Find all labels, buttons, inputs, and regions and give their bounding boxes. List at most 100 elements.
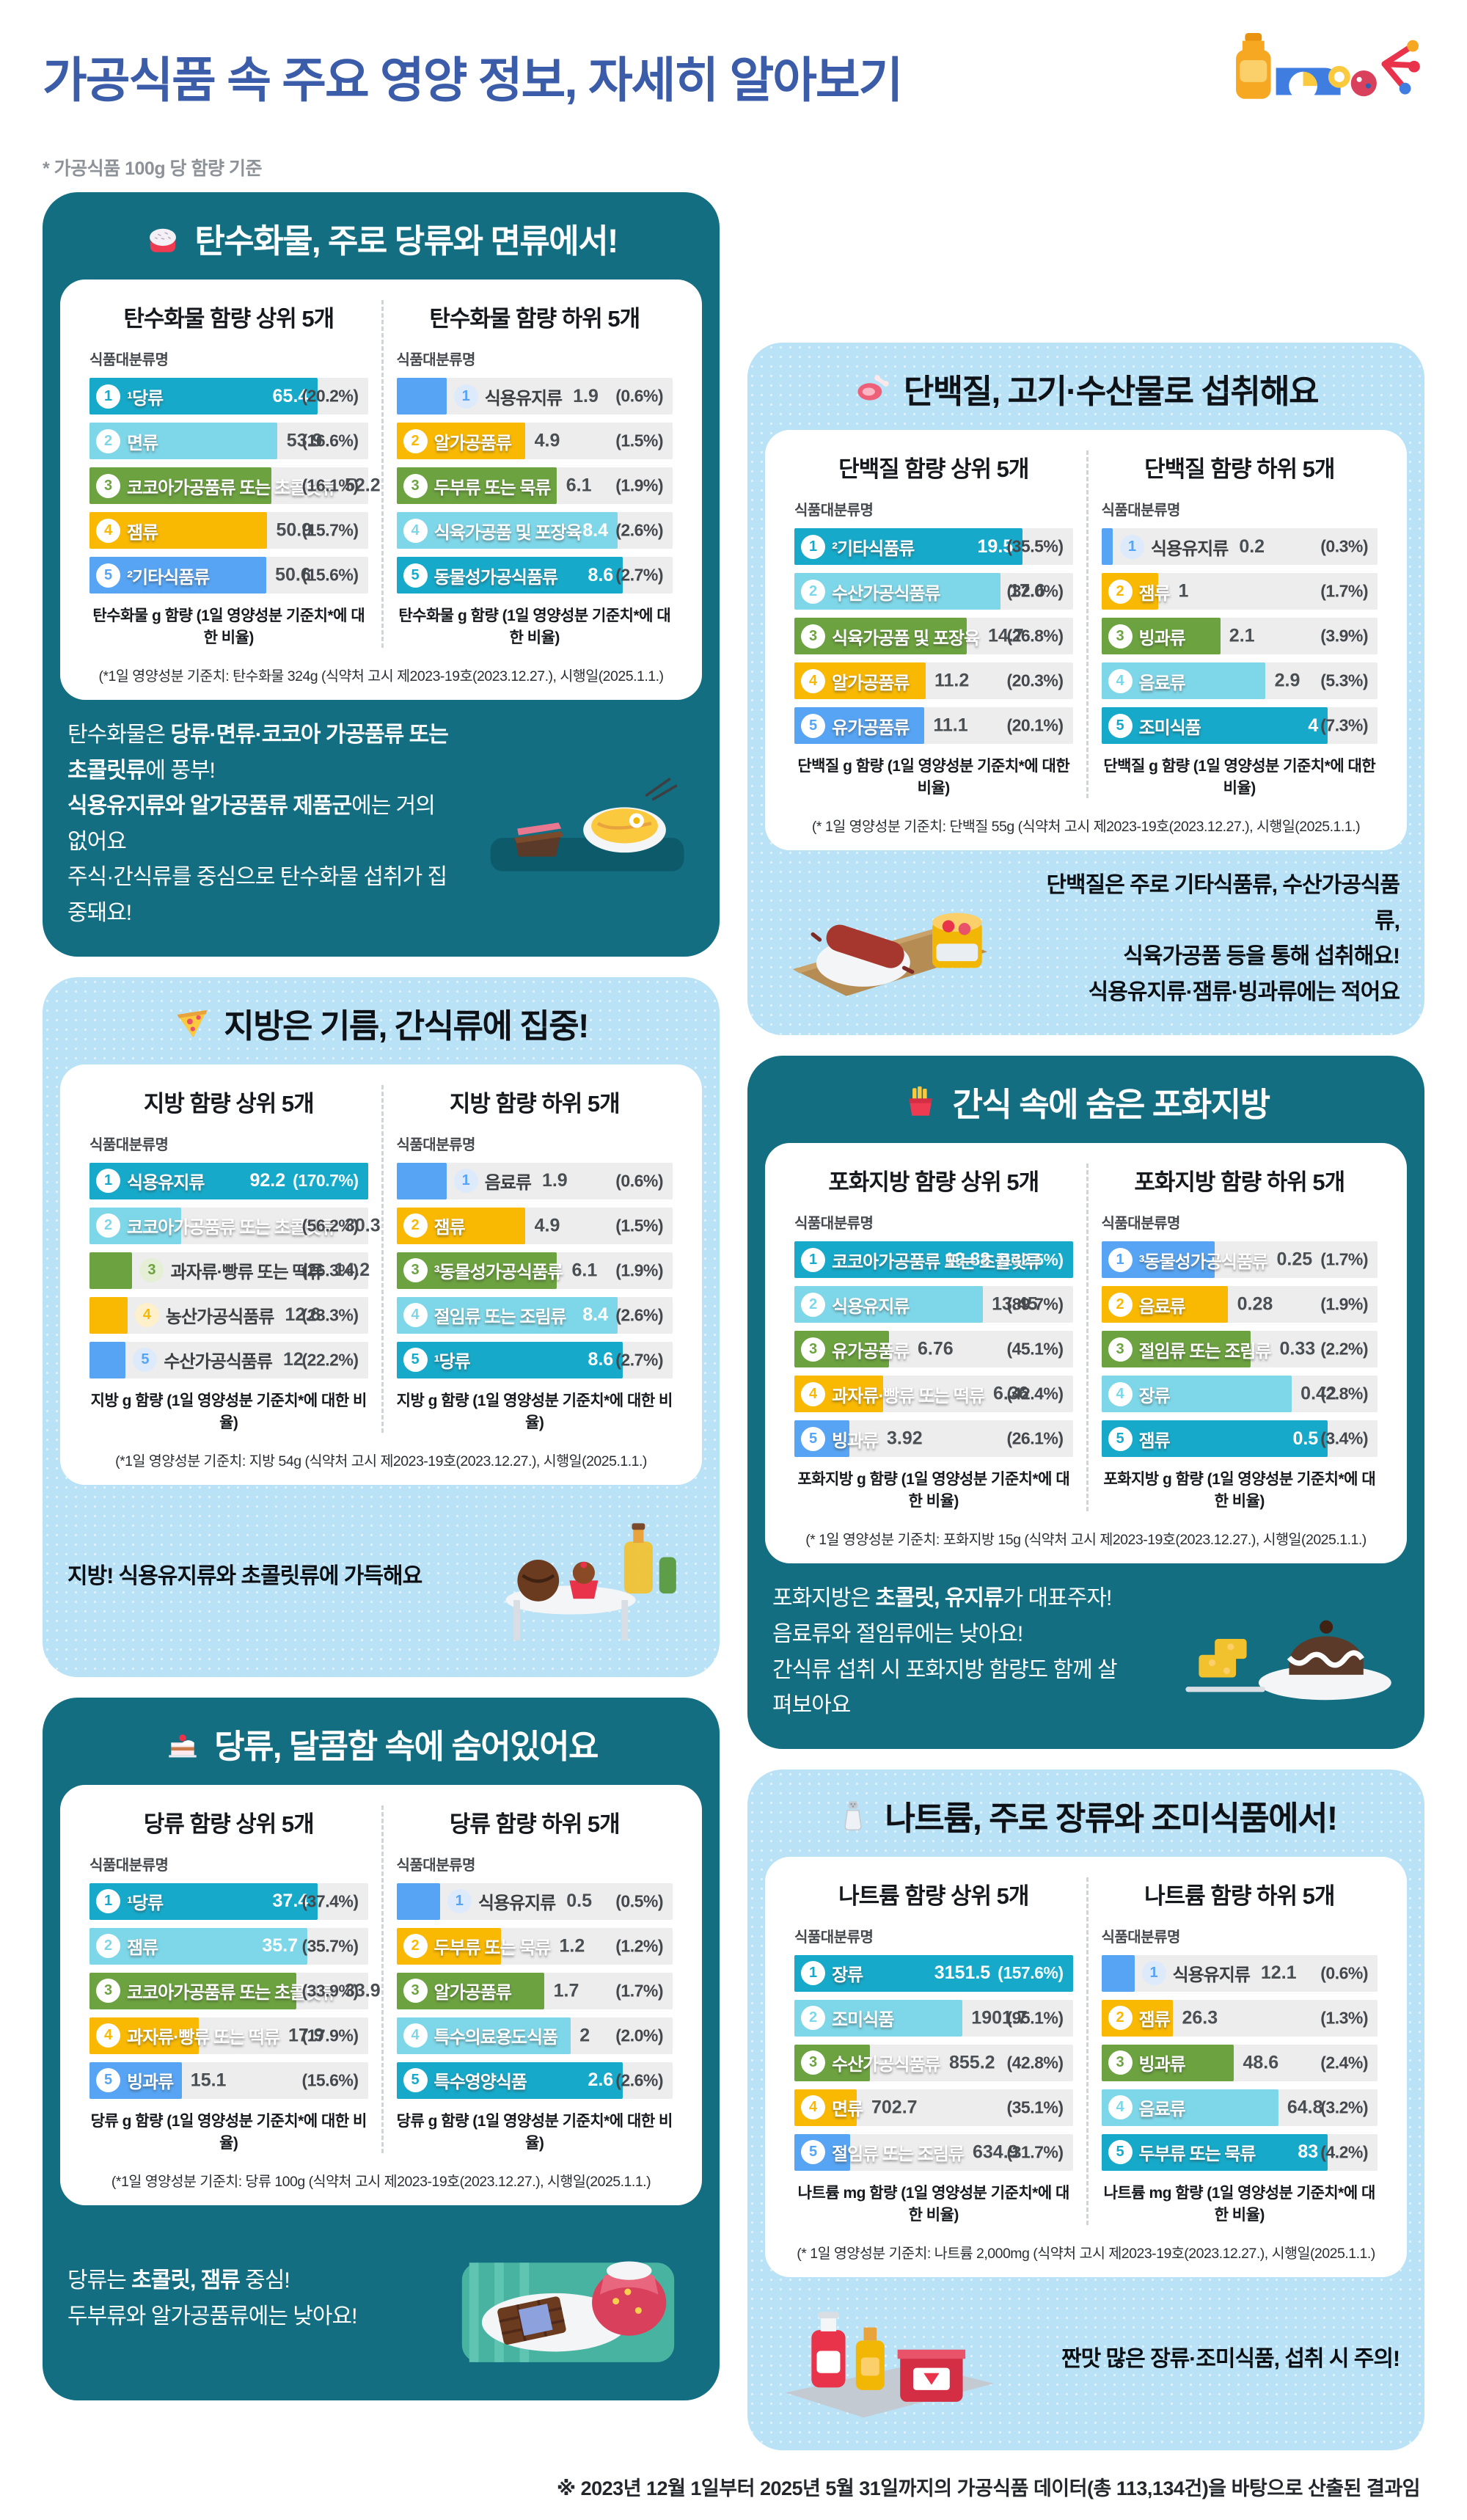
value-label: 64.8: [1287, 2097, 1323, 2118]
percent-label: (42.8%): [1006, 2053, 1064, 2072]
bar-label-group: 4 면류: [801, 2089, 863, 2126]
value-label: 0.33: [1279, 1338, 1316, 1359]
value-label: 12.1: [1260, 1962, 1297, 1984]
bar-label-group: 1 식용유지류 12.1: [1141, 1955, 1297, 1992]
column-header: 식품대분류명: [396, 1136, 476, 1153]
percent-label: (0.6%): [615, 386, 663, 406]
rank-badge: 5: [801, 1426, 825, 1451]
bar-label-group: 5 ²기타식품류: [96, 557, 210, 594]
bar-row: 3 코코아가공품류 또는 초콜릿류 52.2 (16.1%): [89, 467, 381, 504]
category-label: 식용유지류: [478, 1893, 556, 1914]
percent-label: (89.7%): [1006, 1294, 1064, 1314]
category-label: 잼류: [127, 1938, 158, 1959]
chart-title: 지방 함량 하위 5개: [449, 1090, 621, 1117]
value-label: 13.45: [992, 1293, 1038, 1315]
bar-row: 3 유가공품류 6.76 (45.1%): [794, 1331, 1073, 1368]
value-label: 11.1: [933, 715, 968, 736]
category-label: 음료류: [1138, 673, 1186, 693]
bar: 8.6: [396, 557, 623, 594]
bar-label-group: 4 음료류: [1108, 2089, 1186, 2126]
value-label: 4: [1308, 715, 1319, 736]
percent-label: (37.4%): [301, 1891, 359, 1911]
bar: 37.4: [89, 1882, 318, 1920]
meat-icon: [854, 370, 890, 407]
bar-label-group: 1 코코아가공품류 또는 초콜릿류: [801, 1241, 1042, 1278]
bar-label-group: 1 ¹당류: [96, 1883, 164, 1920]
chart-sodium-top: 나트륨 함량 상위 5개 식품대분류명 3151.5 (157.6%) 1 장류 2 조미식품…: [781, 1877, 1086, 2225]
value-label: 8.4: [582, 519, 609, 541]
description-line: 식용유지류와 알가공품류 제품군에는 거의 없어요: [67, 789, 451, 860]
value-label: 8.6: [588, 1349, 614, 1370]
bar-rows: 19.88 (132.5%) 1 코코아가공품류 또는 초콜릿류 2 식용유지류 13.45…: [794, 1241, 1073, 1458]
value-label: 26.3: [1182, 2007, 1218, 2028]
percent-label: (22.2%): [301, 1350, 359, 1370]
page-header-text: 가공식품 속 주요 영양 정보, 자세히 알아보기 * 가공식품 100g 당 …: [43, 22, 903, 192]
rank-badge: 1: [96, 1889, 120, 1914]
percent-label: (2.6%): [615, 520, 663, 540]
bar: 92.2 (170.7%): [89, 1162, 368, 1199]
chart-sodium-bottom: 나트륨 함량 하위 5개 식품대분류명 1 식용유지류 12.1 (0.6%) 2 잼류 26.…: [1086, 1877, 1391, 2225]
percent-label: (2.0%): [615, 2026, 663, 2045]
emphasis-text: 식용유지류와 알가공품류 제품군: [67, 794, 352, 819]
category-label: 두부류 또는 묵류: [433, 1938, 552, 1959]
panel-header: 단백질, 고기·수산물로 섭취해요: [747, 343, 1424, 430]
rank-badge: 3: [403, 1979, 428, 2004]
rank-badge: 1: [96, 1169, 120, 1194]
bar-row: 3 과자류·빵류 또는 떡류 14.2 (26.3%): [89, 1252, 370, 1289]
bar-rows: 1 식용유지류 12.1 (0.6%) 2 잼류 26.3 (1.3%) 3 빙과류 48.6 (2.…: [1101, 1954, 1378, 2171]
bar-row: 5 절임류 또는 조림류 634.9 (31.7%): [794, 2133, 1073, 2171]
bar-rows: 1 음료류 1.9 (0.6%) 2 잼류 4.9 (1.5%) 3 ³동물성가공식품류 6.1 (1…: [396, 1162, 673, 1378]
bar: [396, 1882, 440, 1920]
percent-label: (15.7%): [301, 520, 359, 540]
category-label: 특수영양식품: [433, 2072, 527, 2093]
value-label: 3151.5: [934, 1962, 991, 1984]
panel-satfat: 간식 속에 숨은 포화지방 포화지방 함량 상위 5개 식품대분류명 19.88 (13…: [747, 1056, 1424, 1749]
bar-row: 3 코코아가공품류 또는 초콜릿류 33.9 (33.9%): [89, 1972, 381, 2009]
axis-label: 나트륨 mg 함량 (1일 영양성분 기준치*에 대한 비율): [797, 2184, 1070, 2224]
panel-description: 탄수화물은 당류·면류·코코아 가공품류 또는 초콜릿류에 풍부! 식용유지류와 …: [43, 700, 720, 935]
rank-badge: 4: [403, 2023, 428, 2048]
bar-label-group: 5 ¹당류: [403, 1342, 471, 1378]
description-line: 탄수화물은 당류·면류·코코아 가공품류 또는 초콜릿류에 풍부!: [67, 717, 451, 789]
percent-label: (26.3%): [301, 1260, 359, 1280]
plain-text: 에는 거의 없어요: [67, 794, 436, 854]
axis-label: 탄수화물 g 함량 (1일 영양성분 기준치*에 대한 비율): [92, 607, 365, 646]
rank-badge: 2: [96, 428, 120, 453]
bar-label-group: 2 조미식품: [801, 2000, 894, 2037]
category-label: 식용유지류: [127, 1173, 205, 1194]
panel-protein: 단백질, 고기·수산물로 섭취해요 단백질 함량 상위 5개 식품대분류명 19.5 1…: [747, 343, 1424, 1036]
bar-row: 65.4 1 ¹당류 (20.2%): [89, 378, 368, 414]
bar-row: 3 빙과류 2.1 (3.9%): [1101, 618, 1378, 654]
category-label: 잼류: [127, 522, 158, 543]
chart-title: 단백질 함량 상위 5개: [838, 456, 1029, 482]
description-line: 식용유지류·잼류·빙과류에는 적어요: [1038, 975, 1400, 1011]
bar-row: 3 두부류 또는 묵류 6.1 (1.9%): [396, 467, 673, 504]
column-header: 식품대분류명: [89, 1136, 169, 1153]
percent-label: (35.1%): [1006, 2097, 1064, 2117]
bar-label-group: 2 알가공품류: [403, 423, 512, 459]
bar-row: 19.5 1 ²기타식품류 (35.5%): [794, 528, 1073, 565]
bar-row: 92.2 (170.7%) 1 식용유지류: [89, 1162, 368, 1199]
bar-row: 2 잼류 26.3 (1.3%): [1101, 1999, 1378, 2037]
percent-label: (20.1%): [1006, 715, 1064, 735]
reference-footnote: (* 1일 영양성분 기준치: 포화지방 15g (식약처 고시 제2023-1…: [805, 1532, 1367, 1549]
bar-label-group: 3 알가공품류: [403, 1973, 512, 2009]
category-label: 장류: [1138, 1386, 1171, 1406]
value-label: 14.7: [988, 625, 1024, 646]
plain-text: 간식류 섭취 시 포화지방 함량도 함께 살펴보아요: [772, 1657, 1118, 1718]
rank-badge: 3: [801, 1337, 825, 1362]
bar-label-group: 4 농산가공식품류 12.6: [134, 1297, 321, 1334]
value-label: 1.9: [573, 385, 599, 406]
plain-text: 두부류와 알가공품류에는 낮아요!: [67, 2304, 357, 2329]
bar-label-group: 4 장류: [1108, 1376, 1171, 1412]
bar-row: 1 식용유지류 1.9 (0.6%): [396, 378, 673, 414]
rank-badge: 4: [134, 1303, 159, 1328]
rank-badge: 3: [403, 473, 428, 498]
rank-badge: 1: [1119, 534, 1144, 559]
bar: [89, 1296, 128, 1334]
value-label: 1.7: [553, 1980, 579, 2001]
bar-row: 19.88 (132.5%) 1 코코아가공품류 또는 초콜릿류: [794, 1241, 1073, 1279]
value-label: 2.1: [1229, 625, 1255, 646]
bar-label-group: 3 두부류 또는 묵류: [403, 467, 551, 504]
bar-row: 5 수산가공식품류 12 (22.2%): [89, 1341, 368, 1378]
